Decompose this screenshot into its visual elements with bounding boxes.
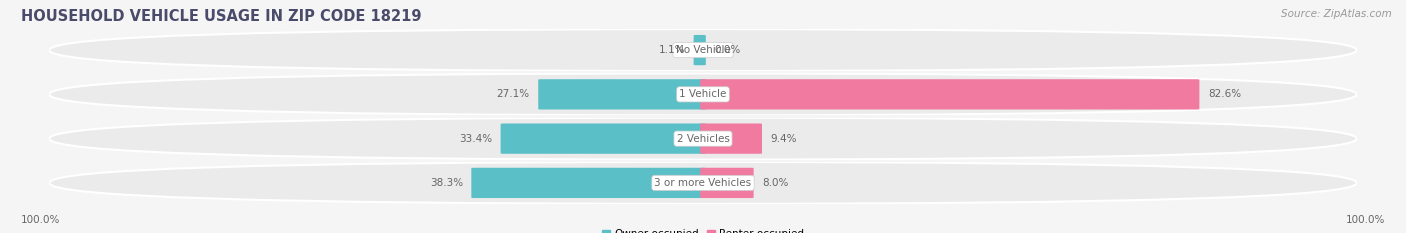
FancyBboxPatch shape (501, 123, 706, 154)
FancyBboxPatch shape (471, 168, 706, 198)
Text: 2 Vehicles: 2 Vehicles (676, 134, 730, 144)
FancyBboxPatch shape (49, 162, 1357, 204)
Legend: Owner-occupied, Renter-occupied: Owner-occupied, Renter-occupied (602, 230, 804, 233)
Text: No Vehicle: No Vehicle (675, 45, 731, 55)
Text: 82.6%: 82.6% (1208, 89, 1241, 99)
FancyBboxPatch shape (693, 35, 706, 65)
Text: 9.4%: 9.4% (770, 134, 797, 144)
Text: 38.3%: 38.3% (430, 178, 463, 188)
Text: 8.0%: 8.0% (762, 178, 789, 188)
Text: 1 Vehicle: 1 Vehicle (679, 89, 727, 99)
FancyBboxPatch shape (700, 123, 762, 154)
FancyBboxPatch shape (49, 118, 1357, 160)
Text: Source: ZipAtlas.com: Source: ZipAtlas.com (1281, 9, 1392, 19)
Text: 100.0%: 100.0% (21, 215, 60, 225)
Text: 0.0%: 0.0% (714, 45, 741, 55)
Text: 27.1%: 27.1% (496, 89, 530, 99)
FancyBboxPatch shape (700, 168, 754, 198)
FancyBboxPatch shape (700, 79, 1199, 110)
Text: 100.0%: 100.0% (1346, 215, 1385, 225)
FancyBboxPatch shape (49, 29, 1357, 71)
FancyBboxPatch shape (49, 73, 1357, 115)
Text: 1.1%: 1.1% (658, 45, 685, 55)
Text: HOUSEHOLD VEHICLE USAGE IN ZIP CODE 18219: HOUSEHOLD VEHICLE USAGE IN ZIP CODE 1821… (21, 9, 422, 24)
Text: 33.4%: 33.4% (458, 134, 492, 144)
FancyBboxPatch shape (538, 79, 706, 110)
Text: 3 or more Vehicles: 3 or more Vehicles (654, 178, 752, 188)
